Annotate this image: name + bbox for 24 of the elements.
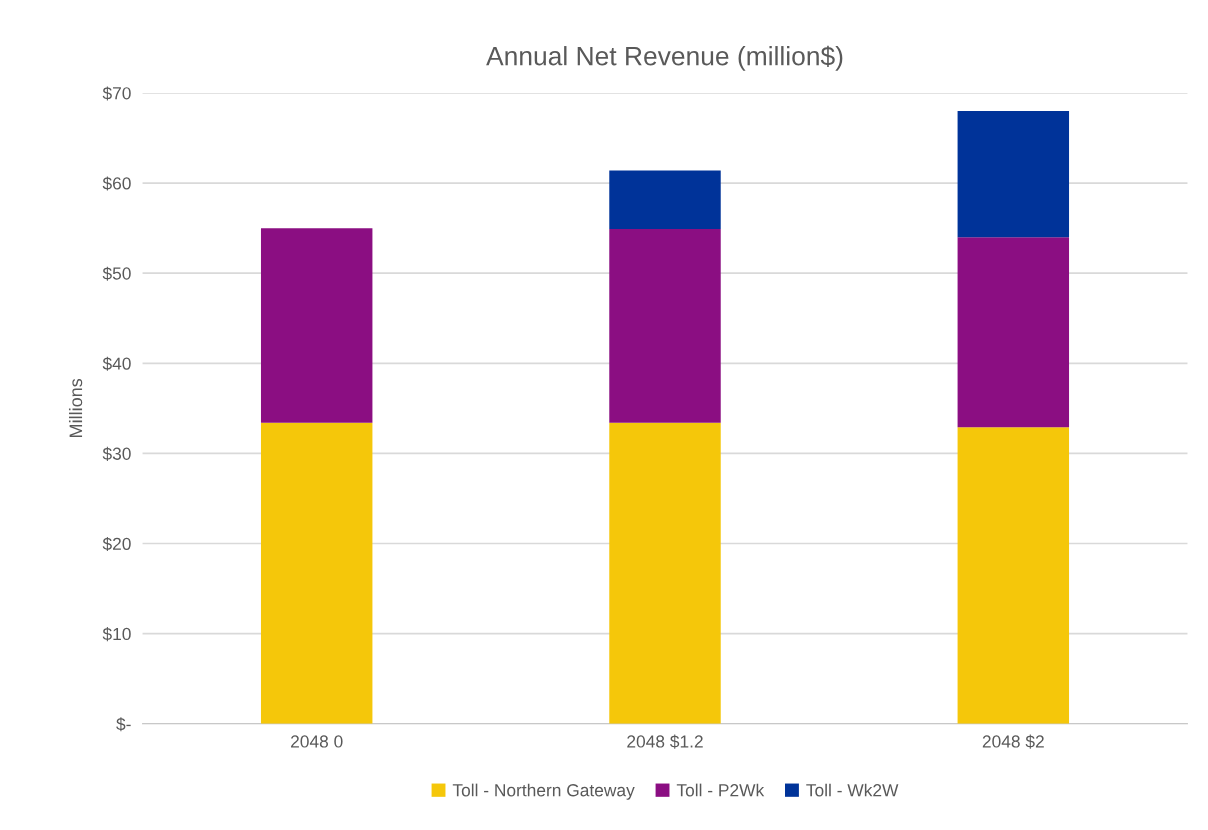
y-axis-title: Millions [68,378,83,437]
y-tick-label: $30 [102,446,131,461]
y-tick-label: $20 [102,536,131,552]
y-tick-label: $50 [102,266,131,281]
legend-label: Toll - P2Wk [676,783,765,797]
bar [260,422,373,724]
bar [957,237,1070,428]
y-tick-label: $70 [102,86,131,101]
legend-label: Toll - Wk2W [806,783,899,797]
y-tick-label: $- [116,717,131,732]
bar [957,110,1070,238]
bar [609,229,721,423]
y-tick-label: $60 [102,176,131,191]
bar [260,228,373,423]
y-tick-label: $10 [102,627,131,642]
x-tick-label: 2048 $1.2 [627,734,703,749]
bar [609,170,721,230]
y-tick-label: $40 [102,356,131,371]
chart-title: Annual Net Revenue (million$) [486,45,843,71]
x-tick-label: 2048 0 [291,735,343,748]
bar [957,427,1070,724]
bar [609,422,721,724]
x-tick-label: 2048 $2 [982,734,1044,749]
legend-label: Toll - Northern Gateway [452,783,635,800]
